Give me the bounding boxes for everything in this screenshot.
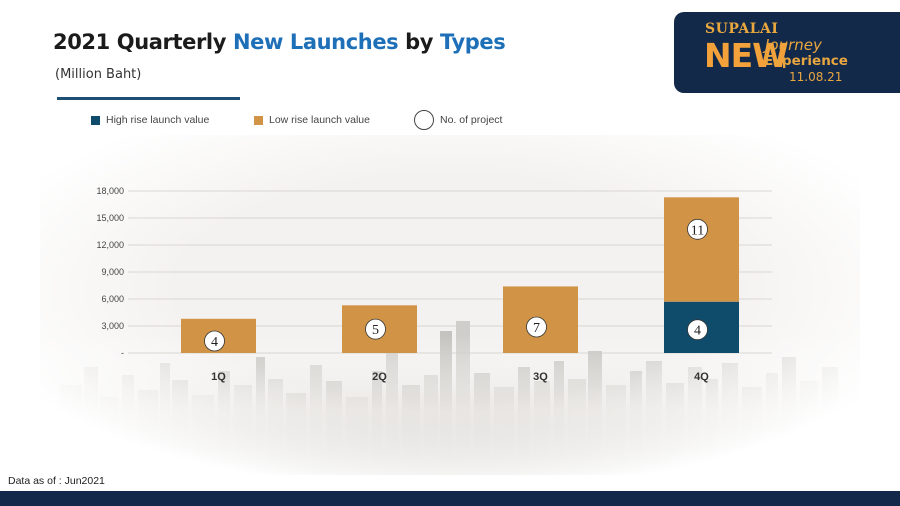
legend-high-rise-label: High rise launch value xyxy=(106,114,210,126)
project-count-high-rise-4Q: 4 xyxy=(694,324,701,339)
legend-project-count: No. of project xyxy=(414,109,502,131)
project-count-high-rise-4Q-circle xyxy=(687,319,708,341)
legend-project-count-label: No. of project xyxy=(440,114,503,126)
project-count-low-rise-1Q: 4 xyxy=(211,335,218,350)
project-count-low-rise-1Q-circle xyxy=(204,330,225,352)
logo-brand: SUPALAI xyxy=(705,21,779,37)
y-tick-label: 6,000 xyxy=(101,294,124,304)
legend-low-rise-label: Low rise launch value xyxy=(269,114,370,126)
project-count-low-rise-3Q: 7 xyxy=(533,321,540,336)
title-part-by: by xyxy=(398,30,441,54)
y-tick-label: 18,000 xyxy=(96,186,124,196)
legend-high-rise-swatch xyxy=(91,115,100,125)
bottom-bar xyxy=(0,491,900,506)
data-footnote: Data as of : Jun2021 xyxy=(8,475,105,487)
project-count-low-rise-2Q-circle xyxy=(365,318,386,340)
project-count-low-rise-4Q-circle xyxy=(687,218,708,240)
y-tick-label: - xyxy=(121,348,124,358)
bar-chart: - 3,000 6,000 9,000 12,000 15,000 18,000 1Q 4 2Q 5… xyxy=(40,135,860,475)
x-tick-label-2Q: 2Q xyxy=(372,371,387,383)
page-title: 2021 Quarterly New Launches by Types xyxy=(53,30,506,54)
x-tick-label-1Q: 1Q xyxy=(211,371,226,383)
title-underline xyxy=(57,97,240,100)
logo-date: 11.08.21 xyxy=(789,70,843,84)
event-logo-badge: SUPALAI NEW Journey Experience 11.08.21 xyxy=(674,12,900,93)
project-count-low-rise-3Q-circle xyxy=(526,316,547,338)
logo-new: NEW xyxy=(704,36,789,75)
logo-journey: Journey xyxy=(765,36,822,54)
y-tick-label: 3,000 xyxy=(101,321,124,331)
legend-high-rise: High rise launch value xyxy=(91,113,209,127)
bar-low-rise-4Q xyxy=(664,197,739,302)
title-part-types: Types xyxy=(440,30,506,54)
y-tick-label: 15,000 xyxy=(96,213,124,223)
logo-experience: Experience xyxy=(764,53,848,69)
unit-subtitle: (Million Baht) xyxy=(55,67,142,82)
title-part-new-launches: New Launches xyxy=(232,30,399,54)
legend-low-rise: Low rise launch value xyxy=(254,113,370,127)
chart-area: - 3,000 6,000 9,000 12,000 15,000 18,000 1Q 4 2Q 5… xyxy=(0,135,900,475)
project-count-low-rise-4Q: 11 xyxy=(691,223,704,238)
title-part-year: 2021 Quarterly xyxy=(53,30,233,54)
project-count-low-rise-2Q: 5 xyxy=(372,323,379,338)
legend-low-rise-swatch xyxy=(254,115,263,125)
x-tick-label-3Q: 3Q xyxy=(533,371,548,383)
y-tick-label: 9,000 xyxy=(101,267,124,277)
x-tick-label-4Q: 4Q xyxy=(694,371,709,383)
legend-circle-icon xyxy=(414,110,434,130)
y-tick-label: 12,000 xyxy=(96,240,124,250)
